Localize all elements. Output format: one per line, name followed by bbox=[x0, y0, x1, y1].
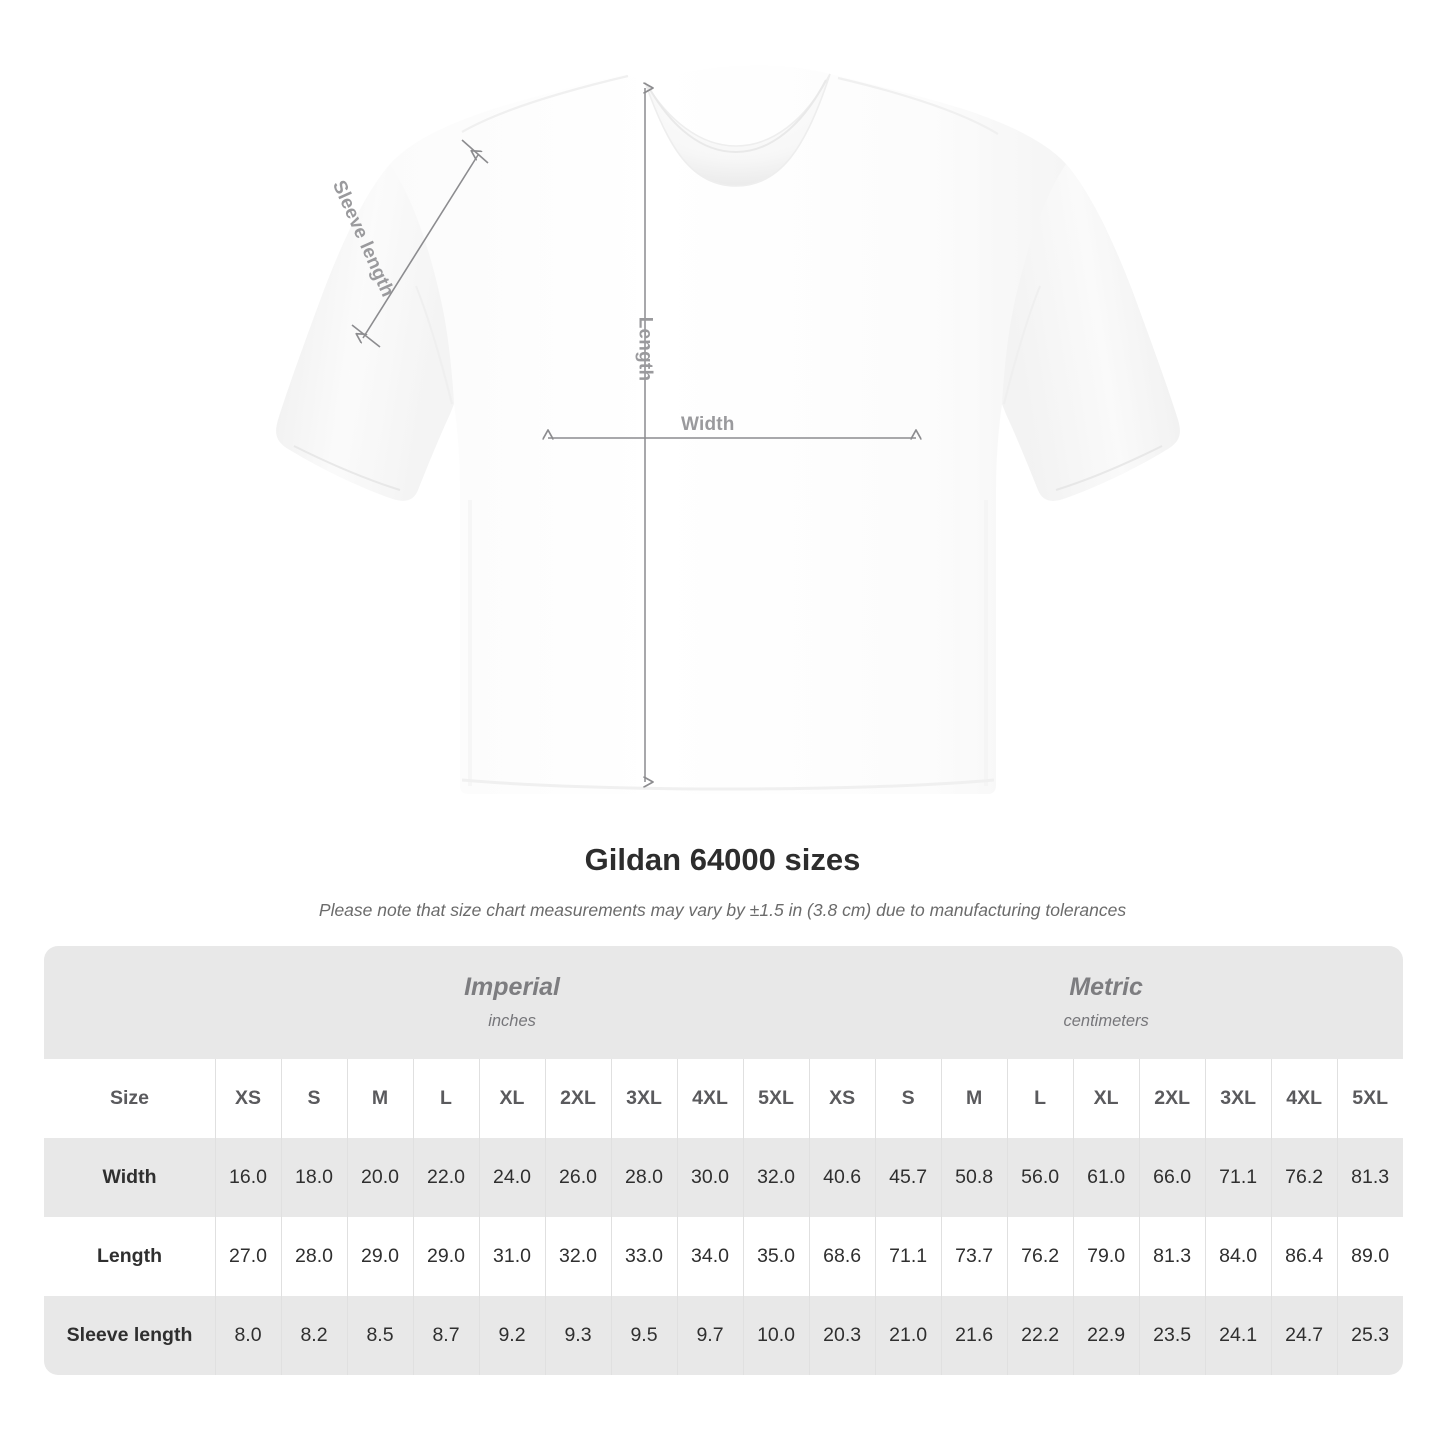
column-header-imperial-xs: XS bbox=[215, 1059, 281, 1138]
cell-sleeve-length-metric-m: 21.6 bbox=[941, 1296, 1008, 1375]
cell-width-imperial-m: 20.0 bbox=[347, 1138, 413, 1217]
cell-width-metric-m: 50.8 bbox=[941, 1138, 1008, 1217]
cell-width-imperial-xs: 16.0 bbox=[215, 1138, 281, 1217]
cell-length-imperial-xl: 31.0 bbox=[479, 1217, 545, 1296]
title-block: Gildan 64000 sizes Please note that size… bbox=[0, 840, 1445, 922]
width-label: Width bbox=[681, 414, 735, 435]
table-row: Width 16.0 18.0 20.0 22.0 24.0 26.0 28.0 30.0 32.… bbox=[44, 1138, 1404, 1217]
cell-width-metric-5xl: 81.3 bbox=[1337, 1138, 1404, 1217]
cell-length-metric-xl: 79.0 bbox=[1073, 1217, 1140, 1296]
column-header-imperial-5xl: 5XL bbox=[743, 1059, 810, 1138]
unit-group-name: Metric bbox=[1069, 972, 1143, 1001]
column-header-metric-xs: XS bbox=[809, 1059, 876, 1138]
row-header-sleeve-length: Sleeve length bbox=[44, 1296, 215, 1375]
cell-length-metric-4xl: 86.4 bbox=[1271, 1217, 1338, 1296]
cell-length-metric-5xl: 89.0 bbox=[1337, 1217, 1404, 1296]
cell-width-imperial-s: 18.0 bbox=[281, 1138, 347, 1217]
tolerance-note: Please note that size chart measurements… bbox=[318, 900, 1127, 920]
cell-width-metric-l: 56.0 bbox=[1007, 1138, 1074, 1217]
cell-sleeve-length-imperial-xs: 8.0 bbox=[215, 1296, 281, 1375]
cell-width-imperial-3xl: 28.0 bbox=[611, 1138, 677, 1217]
cell-width-imperial-4xl: 30.0 bbox=[677, 1138, 743, 1217]
length-label: Length bbox=[634, 316, 656, 382]
cell-width-imperial-xl: 24.0 bbox=[479, 1138, 545, 1217]
cell-sleeve-length-imperial-3xl: 9.5 bbox=[611, 1296, 677, 1375]
unit-group-imperial: Imperial inches bbox=[215, 946, 810, 1059]
cell-length-imperial-4xl: 34.0 bbox=[677, 1217, 743, 1296]
cell-width-metric-3xl: 71.1 bbox=[1205, 1138, 1272, 1217]
cell-length-metric-xs: 68.6 bbox=[809, 1217, 876, 1296]
cell-width-imperial-5xl: 32.0 bbox=[743, 1138, 810, 1217]
cell-width-metric-xs: 40.6 bbox=[809, 1138, 876, 1217]
unit-group-row: Imperial inches Metric centimeters bbox=[44, 946, 1404, 1059]
cell-sleeve-length-imperial-2xl: 9.3 bbox=[545, 1296, 611, 1375]
column-header-metric-s: S bbox=[875, 1059, 942, 1138]
unit-row-corner-cell bbox=[44, 946, 215, 1059]
cell-length-imperial-l: 29.0 bbox=[413, 1217, 479, 1296]
cell-width-imperial-2xl: 26.0 bbox=[545, 1138, 611, 1217]
cell-width-imperial-l: 22.0 bbox=[413, 1138, 479, 1217]
column-header-imperial-xl: XL bbox=[479, 1059, 545, 1138]
cell-length-metric-m: 73.7 bbox=[941, 1217, 1008, 1296]
cell-length-metric-l: 76.2 bbox=[1007, 1217, 1074, 1296]
cell-sleeve-length-metric-5xl: 25.3 bbox=[1337, 1296, 1404, 1375]
cell-sleeve-length-metric-s: 21.0 bbox=[875, 1296, 942, 1375]
table-row: Sleeve length 8.0 8.2 8.5 8.7 9.2 9.3 9.5 9.7 10.… bbox=[44, 1296, 1404, 1375]
column-header-imperial-3xl: 3XL bbox=[611, 1059, 677, 1138]
column-header-imperial-l: L bbox=[413, 1059, 479, 1138]
cell-length-imperial-3xl: 33.0 bbox=[611, 1217, 677, 1296]
unit-group-subtitle: centimeters bbox=[1063, 1011, 1149, 1030]
row-header-width: Width bbox=[44, 1138, 215, 1217]
row-header-length: Length bbox=[44, 1217, 215, 1296]
column-header-metric-l: L bbox=[1007, 1059, 1074, 1138]
cell-width-metric-2xl: 66.0 bbox=[1139, 1138, 1206, 1217]
column-header-metric-3xl: 3XL bbox=[1205, 1059, 1272, 1138]
cell-sleeve-length-imperial-5xl: 10.0 bbox=[743, 1296, 810, 1375]
cell-sleeve-length-imperial-s: 8.2 bbox=[281, 1296, 347, 1375]
cell-sleeve-length-metric-2xl: 23.5 bbox=[1139, 1296, 1206, 1375]
cell-length-imperial-xs: 27.0 bbox=[215, 1217, 281, 1296]
cell-length-metric-2xl: 81.3 bbox=[1139, 1217, 1206, 1296]
cell-length-imperial-2xl: 32.0 bbox=[545, 1217, 611, 1296]
cell-sleeve-length-metric-xs: 20.3 bbox=[809, 1296, 876, 1375]
cell-length-imperial-s: 28.0 bbox=[281, 1217, 347, 1296]
tshirt-diagram: Sleeve length Length Width bbox=[276, 65, 1180, 794]
column-header-imperial-s: S bbox=[281, 1059, 347, 1138]
cell-sleeve-length-imperial-l: 8.7 bbox=[413, 1296, 479, 1375]
column-header-imperial-2xl: 2XL bbox=[545, 1059, 611, 1138]
cell-sleeve-length-metric-xl: 22.9 bbox=[1073, 1296, 1140, 1375]
cell-length-metric-3xl: 84.0 bbox=[1205, 1217, 1272, 1296]
column-header-metric-2xl: 2XL bbox=[1139, 1059, 1206, 1138]
column-header-metric-m: M bbox=[941, 1059, 1008, 1138]
sleeve-length-dimension bbox=[351, 139, 489, 348]
cell-length-metric-s: 71.1 bbox=[875, 1217, 942, 1296]
cell-width-metric-s: 45.7 bbox=[875, 1138, 942, 1217]
unit-group-subtitle: inches bbox=[488, 1011, 536, 1030]
table-row: Length 27.0 28.0 29.0 29.0 31.0 32.0 33.0 34.0 35… bbox=[44, 1217, 1404, 1296]
size-header-row: Size XS S M L XL 2XL 3XL 4XL 5XL XS S M L XL 2XL 3XL 4XL 5… bbox=[44, 1059, 1404, 1138]
unit-group-name: Imperial bbox=[464, 972, 560, 1001]
column-header-metric-xl: XL bbox=[1073, 1059, 1140, 1138]
size-chart-table-wrapper: Imperial inches Metric centimeters Size XS S M L… bbox=[44, 946, 1404, 1375]
cell-length-imperial-5xl: 35.0 bbox=[743, 1217, 810, 1296]
cell-width-metric-4xl: 76.2 bbox=[1271, 1138, 1338, 1217]
unit-group-metric: Metric centimeters bbox=[809, 946, 1404, 1059]
cell-length-imperial-m: 29.0 bbox=[347, 1217, 413, 1296]
cell-sleeve-length-metric-4xl: 24.7 bbox=[1271, 1296, 1338, 1375]
column-header-imperial-4xl: 4XL bbox=[677, 1059, 743, 1138]
cell-width-metric-xl: 61.0 bbox=[1073, 1138, 1140, 1217]
cell-sleeve-length-metric-l: 22.2 bbox=[1007, 1296, 1074, 1375]
tshirt-illustration bbox=[276, 65, 1180, 794]
cell-sleeve-length-imperial-m: 8.5 bbox=[347, 1296, 413, 1375]
column-header-metric-5xl: 5XL bbox=[1337, 1059, 1404, 1138]
size-chart-table: Imperial inches Metric centimeters Size XS S M L… bbox=[44, 946, 1404, 1375]
cell-sleeve-length-imperial-4xl: 9.7 bbox=[677, 1296, 743, 1375]
row-header-size: Size bbox=[44, 1059, 215, 1138]
cell-sleeve-length-imperial-xl: 9.2 bbox=[479, 1296, 545, 1375]
column-header-imperial-m: M bbox=[347, 1059, 413, 1138]
cell-sleeve-length-metric-3xl: 24.1 bbox=[1205, 1296, 1272, 1375]
column-header-metric-4xl: 4XL bbox=[1271, 1059, 1338, 1138]
page-title: Gildan 64000 sizes bbox=[584, 842, 861, 877]
